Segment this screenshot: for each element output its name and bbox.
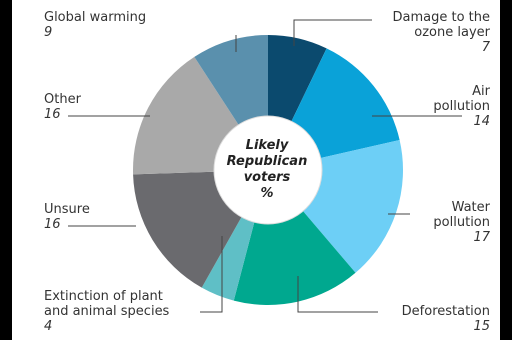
donut-center-label: Likely Republican voters %: [215, 138, 319, 202]
label-ozone: Damage to the ozone layer 7: [392, 10, 490, 55]
label-deforestation-name: Deforestation: [401, 304, 490, 319]
label-extinction-name-1: Extinction of plant: [44, 289, 163, 304]
donut-slice-water-pollution: [303, 139, 403, 273]
label-unsure-name: Unsure: [44, 202, 90, 217]
donut-hole: [213, 115, 323, 225]
label-extinction: Extinction of plant and animal species 4: [44, 289, 169, 334]
label-water: Water pollution 17: [433, 200, 490, 245]
leader-extinction: [200, 236, 223, 313]
donut-slice-extinction-of-plant-and-animal-species: [201, 217, 255, 301]
donut-slice-unsure: [133, 171, 242, 288]
donut-slice-global-warming: [194, 35, 268, 125]
leader-ozone: [293, 19, 372, 46]
donut-slice-other: [133, 56, 239, 175]
label-unsure-value: 16: [44, 217, 61, 232]
center-line-3: voters: [243, 170, 291, 185]
label-other-value: 16: [44, 107, 61, 122]
label-extinction-name-2: and animal species: [44, 304, 170, 319]
label-water-name-2: pollution: [433, 215, 490, 230]
donut-slice-deforestation: [233, 211, 356, 305]
label-air-name-1: Air: [472, 84, 490, 99]
label-ozone-name-1: Damage to the: [392, 10, 490, 25]
label-ozone-name-2: ozone layer: [414, 25, 490, 40]
label-water-name-1: Water: [451, 200, 490, 215]
label-water-value: 17: [473, 230, 490, 245]
label-unsure: Unsure 16: [44, 202, 90, 232]
label-extinction-value: 4: [44, 319, 53, 334]
donut-slice-air-pollution: [291, 48, 400, 158]
right-frame-border: [500, 0, 512, 340]
left-frame-border: [0, 0, 12, 340]
label-global-warming: Global warming 9: [44, 10, 146, 40]
leader-deforestation: [297, 276, 378, 313]
label-deforestation: Deforestation 15: [402, 304, 490, 334]
label-air-name-2: pollution: [433, 99, 490, 114]
center-line-2: Republican: [226, 154, 308, 169]
label-global-warming-value: 9: [44, 25, 53, 40]
label-air-value: 14: [473, 114, 490, 129]
label-air: Air pollution 14: [433, 84, 490, 129]
label-global-warming-name: Global warming: [44, 10, 147, 25]
donut-slice-damage-to-the-ozone-layer: [268, 35, 327, 122]
center-line-4: %: [260, 186, 274, 201]
label-other: Other 16: [44, 92, 81, 122]
center-line-1: Likely: [245, 138, 289, 153]
label-ozone-value: 7: [481, 40, 490, 55]
label-deforestation-value: 15: [473, 319, 490, 334]
label-other-name: Other: [44, 92, 81, 107]
